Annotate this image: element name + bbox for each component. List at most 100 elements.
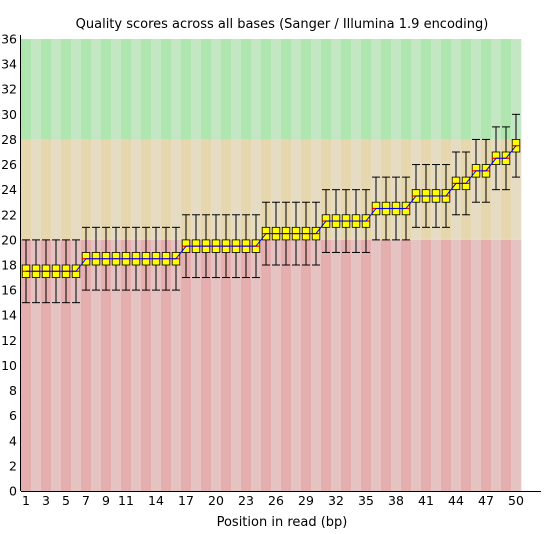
band-0-col-27 [281, 239, 292, 491]
band-0-col-28 [291, 239, 302, 491]
band-2-col-9 [101, 39, 112, 140]
band-0-col-6 [71, 239, 82, 491]
band-0-col-42 [431, 239, 442, 491]
band-0-col-15 [161, 239, 172, 491]
band-2-col-36 [371, 39, 382, 140]
band-1-col-30 [311, 139, 322, 240]
x-tick-14: 14 [148, 493, 164, 508]
y-tick-10: 10 [1, 358, 17, 373]
quality-bands [21, 39, 522, 491]
band-0-col-49 [501, 239, 512, 491]
x-tick-50: 50 [508, 493, 524, 508]
band-2-col-11 [121, 39, 132, 140]
band-2-col-4 [51, 39, 62, 140]
x-tick-41: 41 [418, 493, 434, 508]
x-tick-35: 35 [358, 493, 374, 508]
band-0-col-48 [491, 239, 502, 491]
band-2-col-32 [331, 39, 342, 140]
x-tick-47: 47 [478, 493, 494, 508]
band-1-col-19 [201, 139, 212, 240]
band-1-col-24 [251, 139, 262, 240]
band-1-col-20 [211, 139, 222, 240]
band-1-col-12 [131, 139, 142, 240]
band-1-col-10 [111, 139, 122, 240]
band-2-col-25 [261, 39, 272, 140]
y-tick-20: 20 [1, 232, 17, 247]
band-2-col-17 [181, 39, 192, 140]
x-tick-1: 1 [22, 493, 30, 508]
band-2-col-39 [401, 39, 412, 140]
band-0-col-12 [131, 239, 142, 491]
band-2-col-48 [491, 39, 502, 140]
band-0-col-46 [471, 239, 482, 491]
y-tick-8: 8 [9, 383, 17, 398]
band-0-col-37 [381, 239, 392, 491]
band-0-col-25 [261, 239, 272, 491]
band-1-col-9 [101, 139, 112, 240]
band-2-col-35 [361, 39, 372, 140]
band-0-col-32 [331, 239, 342, 491]
band-2-col-21 [221, 39, 232, 140]
band-1-col-27 [281, 139, 292, 240]
band-0-col-3 [41, 239, 52, 491]
band-0-col-23 [241, 239, 252, 491]
band-2-col-47 [481, 39, 492, 140]
band-2-col-41 [421, 39, 432, 140]
band-0-col-47 [481, 239, 492, 491]
band-0-col-18 [191, 239, 202, 491]
band-0-col-40 [411, 239, 422, 491]
x-tick-9: 9 [102, 493, 110, 508]
band-0-col-45 [461, 239, 472, 491]
band-2-col-14 [151, 39, 162, 140]
band-0-col-2 [31, 239, 42, 491]
x-tick-7: 7 [82, 493, 90, 508]
band-1-col-5 [61, 139, 72, 240]
band-2-col-40 [411, 39, 422, 140]
band-1-col-3 [41, 139, 52, 240]
band-2-col-22 [231, 39, 242, 140]
y-tick-36: 36 [1, 32, 17, 47]
band-2-col-27 [281, 39, 292, 140]
band-2-col-2 [31, 39, 42, 140]
band-0-col-10 [111, 239, 122, 491]
band-1-col-7 [81, 139, 92, 240]
band-2-col-46 [471, 39, 482, 140]
x-tick-20: 20 [208, 493, 224, 508]
band-2-col-3 [41, 39, 52, 140]
y-tick-0: 0 [9, 484, 17, 499]
band-1-col-16 [171, 139, 182, 240]
band-1-col-22 [231, 139, 242, 240]
band-1-col-15 [161, 139, 172, 240]
x-tick-38: 38 [388, 493, 404, 508]
y-tick-18: 18 [1, 258, 17, 273]
band-2-col-10 [111, 39, 122, 140]
band-2-col-42 [431, 39, 442, 140]
band-0-col-7 [81, 239, 92, 491]
band-2-col-28 [291, 39, 302, 140]
band-1-col-14 [151, 139, 162, 240]
band-1-col-18 [191, 139, 202, 240]
x-tick-44: 44 [448, 493, 464, 508]
band-1-col-17 [181, 139, 192, 240]
x-tick-labels: 1 3 5 7 9 11 14 17 20 23 26 29 32 35 38 41 44 47 50 [22, 493, 524, 508]
band-2-col-24 [251, 39, 262, 140]
band-0-col-33 [341, 239, 352, 491]
band-1-col-21 [221, 139, 232, 240]
x-tick-3: 3 [42, 493, 50, 508]
band-2-col-1 [21, 39, 32, 140]
band-1-col-29 [301, 139, 312, 240]
band-0-col-43 [441, 239, 452, 491]
y-tick-22: 22 [1, 207, 17, 222]
y-tick-34: 34 [1, 57, 17, 72]
y-tick-6: 6 [9, 408, 17, 423]
band-2-col-23 [241, 39, 252, 140]
band-2-col-50 [511, 39, 522, 140]
band-1-col-8 [91, 139, 102, 240]
band-1-col-1 [21, 139, 32, 240]
y-tick-24: 24 [1, 182, 17, 197]
band-2-col-45 [461, 39, 472, 140]
band-0-col-13 [141, 239, 152, 491]
band-0-col-8 [91, 239, 102, 491]
band-2-col-15 [161, 39, 172, 140]
